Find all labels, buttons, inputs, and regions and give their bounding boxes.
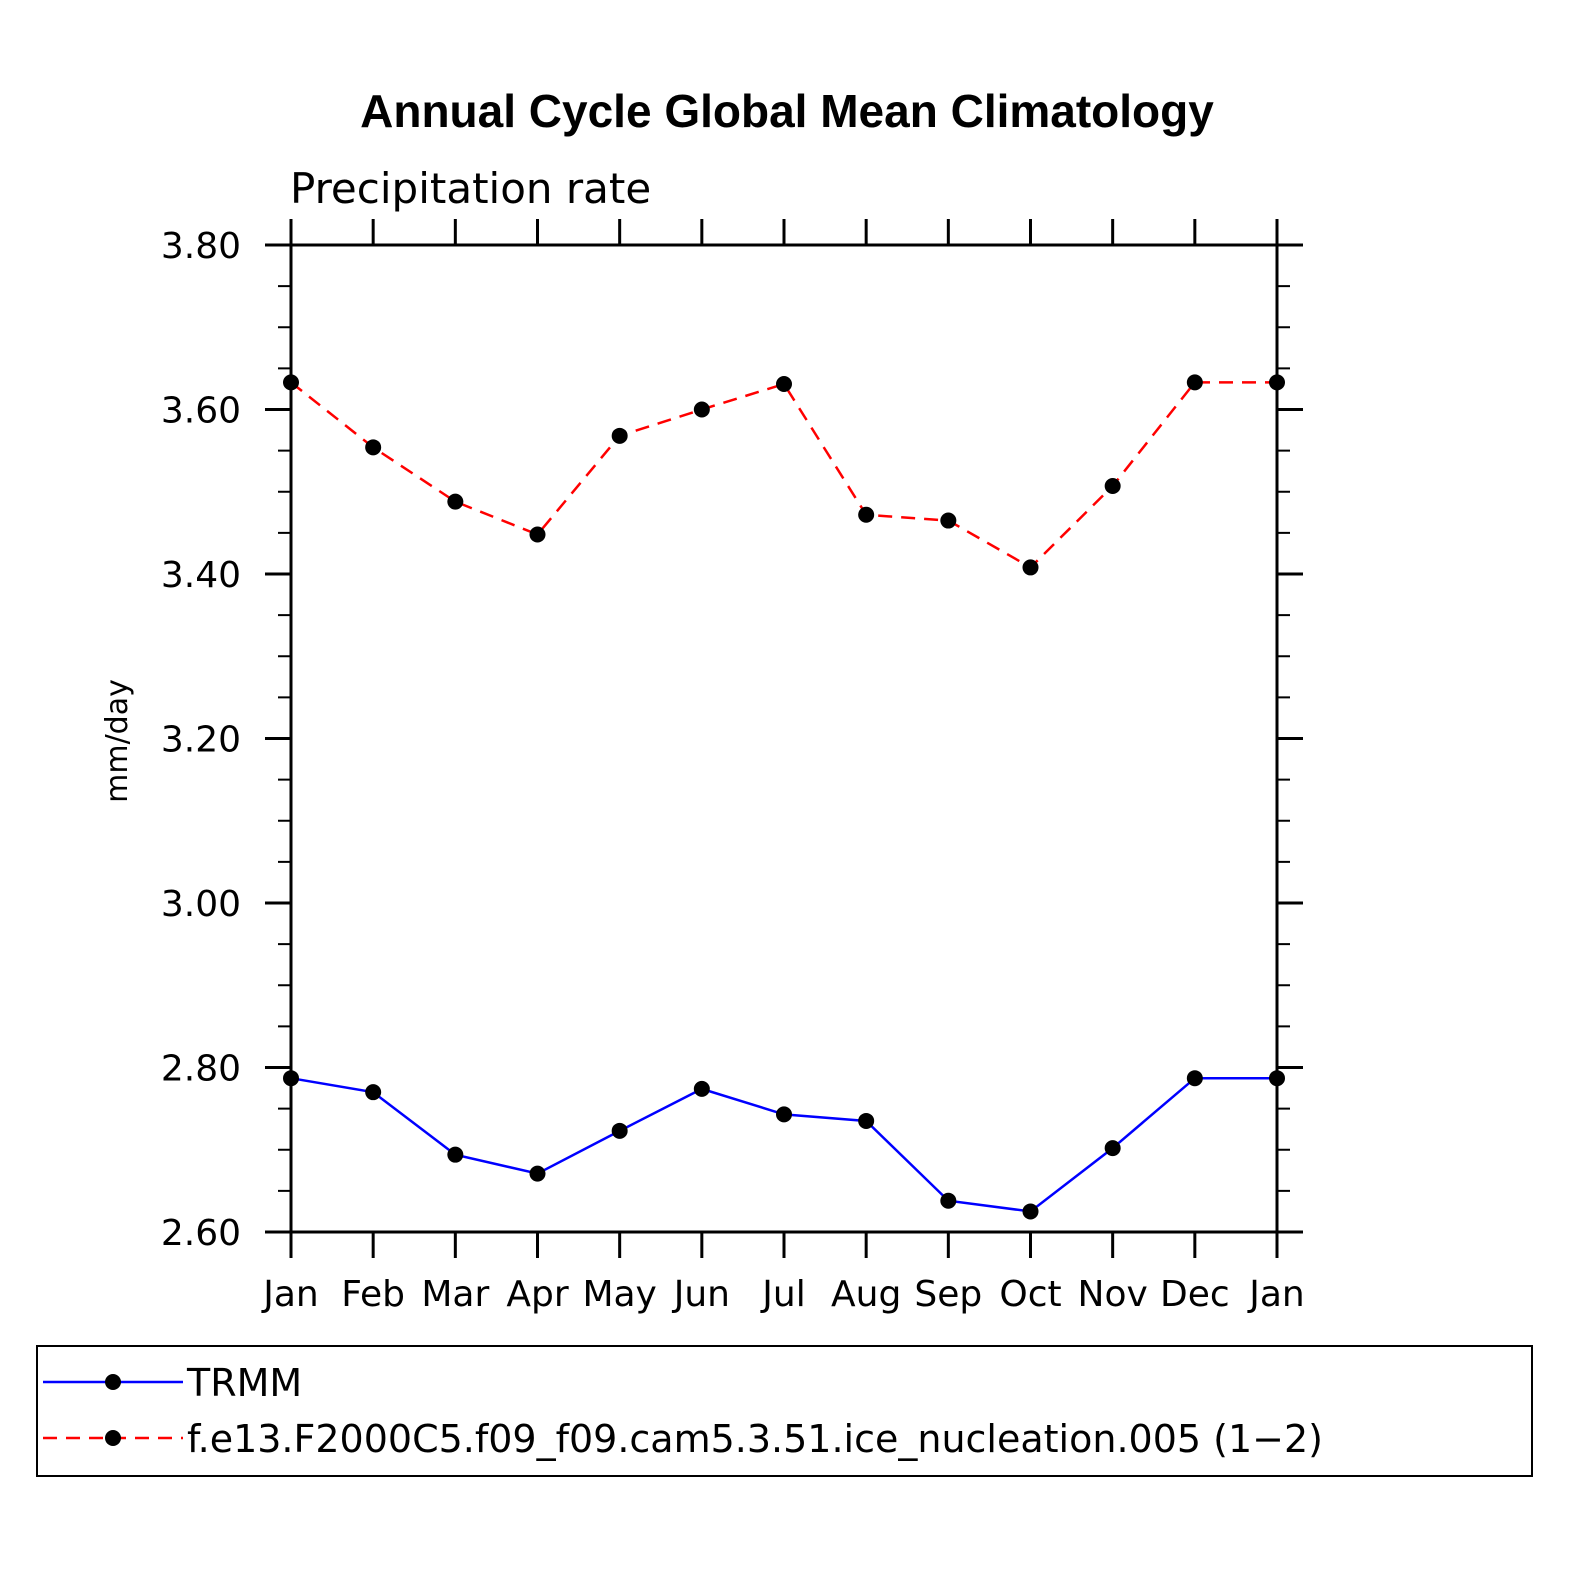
series-1-point: [1186, 374, 1203, 391]
chart-subtitle: Precipitation rate: [290, 164, 651, 213]
series-1-point: [776, 376, 792, 393]
series-0-point: [447, 1146, 464, 1163]
x-tick-label: Apr: [506, 1274, 568, 1315]
y-tick-label: 3.20: [161, 720, 241, 761]
series-1-point: [1022, 559, 1039, 576]
x-tick-label: Sep: [914, 1274, 982, 1315]
series-0-point: [365, 1084, 382, 1101]
legend-marker-1: [105, 1430, 121, 1446]
ticks-layer: Jan Feb Mar Apr May Jun Jul Aug Sep Oct Nov Dec Jan 2…: [161, 219, 1305, 1315]
series-1-point: [611, 427, 628, 444]
series-0-point: [1022, 1203, 1039, 1220]
series-1-point: [447, 493, 464, 510]
series-1-point: [940, 512, 957, 529]
x-tick-label: Jul: [760, 1274, 805, 1315]
legend-marker-0: [105, 1374, 121, 1390]
series-0-point: [940, 1192, 957, 1209]
x-tick-label: Jan: [1247, 1274, 1305, 1315]
x-tick-label: May: [582, 1274, 656, 1315]
y-tick-label: 3.80: [161, 226, 241, 267]
series-line-1: [290, 381, 1277, 569]
series-0-point: [776, 1106, 792, 1123]
x-tick-label: Oct: [999, 1274, 1061, 1315]
legend-label-0: TRMM: [186, 1361, 302, 1405]
x-tick-label: Jun: [672, 1274, 730, 1315]
chart-title: Annual Cycle Global Mean Climatology: [360, 85, 1214, 137]
series-layer: [283, 374, 1285, 1220]
y-tick-label: 2.80: [161, 1049, 241, 1090]
series-1-point: [693, 401, 710, 418]
legend: TRMM f.e13.F2000C5.f09_f09.cam5.3.51.ice_…: [36, 1345, 1533, 1477]
legend-label-1: f.e13.F2000C5.f09_f09.cam5.3.51.ice_nucl…: [187, 1417, 1323, 1461]
series-0-point: [529, 1165, 546, 1182]
y-tick-label: 3.60: [161, 391, 241, 432]
y-tick-label: 3.40: [161, 555, 241, 596]
x-tick-label: Feb: [341, 1274, 405, 1315]
series-0-point: [1186, 1070, 1203, 1087]
series-0-point: [1104, 1140, 1121, 1157]
series-line-0: [290, 1076, 1277, 1213]
series-0-point: [858, 1112, 875, 1129]
legend-entries: TRMM f.e13.F2000C5.f09_f09.cam5.3.51.ice_…: [43, 1361, 1323, 1461]
series-1-point: [365, 439, 382, 456]
x-tick-label: Aug: [831, 1274, 901, 1315]
x-tick-label: Dec: [1160, 1274, 1230, 1315]
legend-box: [36, 1345, 1533, 1477]
x-tick-label: Nov: [1078, 1274, 1148, 1315]
y-axis-label: mm/day: [100, 679, 135, 803]
y-tick-label: 3.00: [161, 884, 241, 925]
series-1-point: [858, 506, 875, 523]
x-tick-label: Jan: [261, 1274, 319, 1315]
y-tick-label: 2.60: [161, 1213, 241, 1254]
plot-frame: [289, 243, 1279, 1234]
series-0-point: [611, 1122, 628, 1139]
series-1-point: [1104, 477, 1121, 494]
x-tick-label: Mar: [421, 1274, 489, 1315]
series-1-point: [529, 526, 546, 543]
series-0-point: [693, 1080, 710, 1097]
